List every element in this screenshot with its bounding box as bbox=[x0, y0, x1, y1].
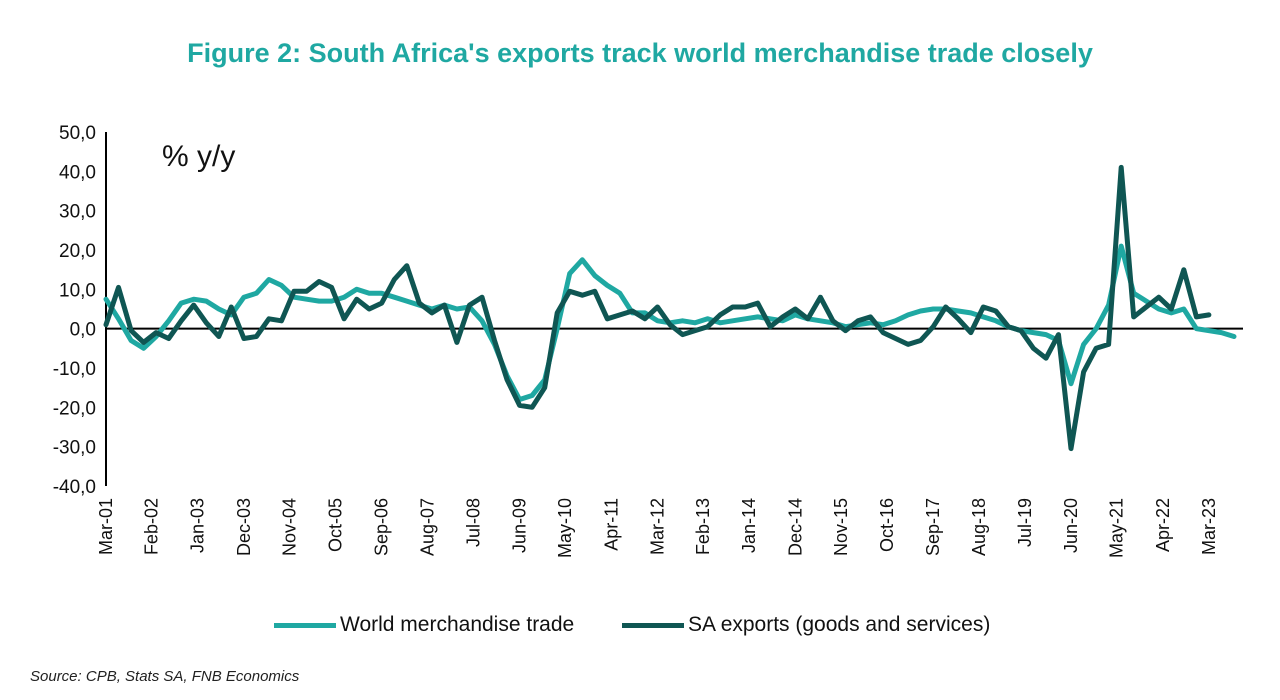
x-tick-label: Jan-14 bbox=[739, 498, 759, 553]
legend-item-world-merchandise-trade: World merchandise trade bbox=[274, 610, 574, 640]
x-tick-label: Apr-22 bbox=[1153, 498, 1173, 552]
x-tick-label: Feb-13 bbox=[693, 498, 713, 555]
legend-label-world-merchandise-trade: World merchandise trade bbox=[340, 613, 575, 636]
x-tick-label: Feb-02 bbox=[142, 498, 162, 555]
x-tick-label: Jun-20 bbox=[1061, 498, 1081, 553]
y-tick-label: -10,0 bbox=[53, 359, 96, 380]
y-tick-label: -30,0 bbox=[53, 438, 96, 459]
x-tick-label: Jul-19 bbox=[1015, 498, 1035, 547]
y-tick-label: 50,0 bbox=[59, 123, 96, 144]
x-tick-label: May-10 bbox=[555, 498, 575, 558]
series-line-sa-exports bbox=[103, 164, 1212, 452]
legend-label-sa-exports: SA exports (goods and services) bbox=[688, 613, 991, 636]
x-tick-label: Sep-17 bbox=[923, 498, 943, 556]
x-tick-label: Aug-07 bbox=[417, 498, 437, 556]
x-tick-label: Apr-11 bbox=[601, 498, 621, 551]
legend-swatch-world-merchandise-trade bbox=[274, 622, 336, 628]
x-tick-label: Sep-06 bbox=[372, 498, 392, 556]
source-note: Source: CPB, Stats SA, FNB Economics bbox=[30, 668, 300, 685]
chart-title: Figure 2: South Africa's exports track w… bbox=[187, 38, 1093, 68]
x-tick-label: Nov-15 bbox=[831, 498, 851, 556]
y-tick-label: 0,0 bbox=[70, 320, 96, 341]
x-tick-label: Aug-18 bbox=[969, 498, 989, 556]
legend-item-sa-exports: SA exports (goods and services) bbox=[622, 610, 990, 640]
legend: World merchandise trade SA exports (good… bbox=[0, 610, 1280, 640]
x-tick-label: Jan-03 bbox=[188, 498, 208, 553]
x-tick-label: Mar-12 bbox=[647, 498, 667, 555]
x-tick-label: Oct-16 bbox=[877, 498, 897, 552]
x-tick-label: Jul-08 bbox=[463, 498, 483, 547]
x-tick-label: Dec-14 bbox=[785, 498, 805, 556]
legend-swatch-sa-exports bbox=[622, 622, 684, 628]
x-tick-label: Nov-04 bbox=[279, 498, 299, 556]
x-axis-tick-labels: Mar-01 Feb-02 Jan-03 Dec-03 Nov-04 Oct-05 Sep-… bbox=[96, 498, 1219, 558]
y-tick-label: 10,0 bbox=[59, 280, 96, 301]
y-tick-label: 30,0 bbox=[59, 202, 96, 223]
y-tick-label: -20,0 bbox=[53, 398, 96, 419]
chart-plot: 50,0 40,0 30,0 20,0 10,0 0,0 -10,0 -20,0 -30,0 -4… bbox=[53, 123, 1243, 558]
unit-label: % y/y bbox=[162, 140, 235, 173]
x-tick-label: Jun-09 bbox=[510, 498, 530, 553]
y-axis-tick-labels: 50,0 40,0 30,0 20,0 10,0 0,0 -10,0 -20,0 -30,0 -4… bbox=[53, 123, 96, 498]
y-tick-label: -40,0 bbox=[53, 477, 96, 498]
x-tick-label: Mar-01 bbox=[96, 498, 116, 555]
x-tick-label: Oct-05 bbox=[326, 498, 346, 552]
x-tick-label: May-21 bbox=[1107, 498, 1127, 558]
x-tick-label: Mar-23 bbox=[1199, 498, 1219, 555]
series-lines bbox=[103, 164, 1237, 452]
x-tick-label: Dec-03 bbox=[234, 498, 254, 556]
y-tick-label: 40,0 bbox=[59, 162, 96, 183]
y-tick-label: 20,0 bbox=[59, 241, 96, 262]
